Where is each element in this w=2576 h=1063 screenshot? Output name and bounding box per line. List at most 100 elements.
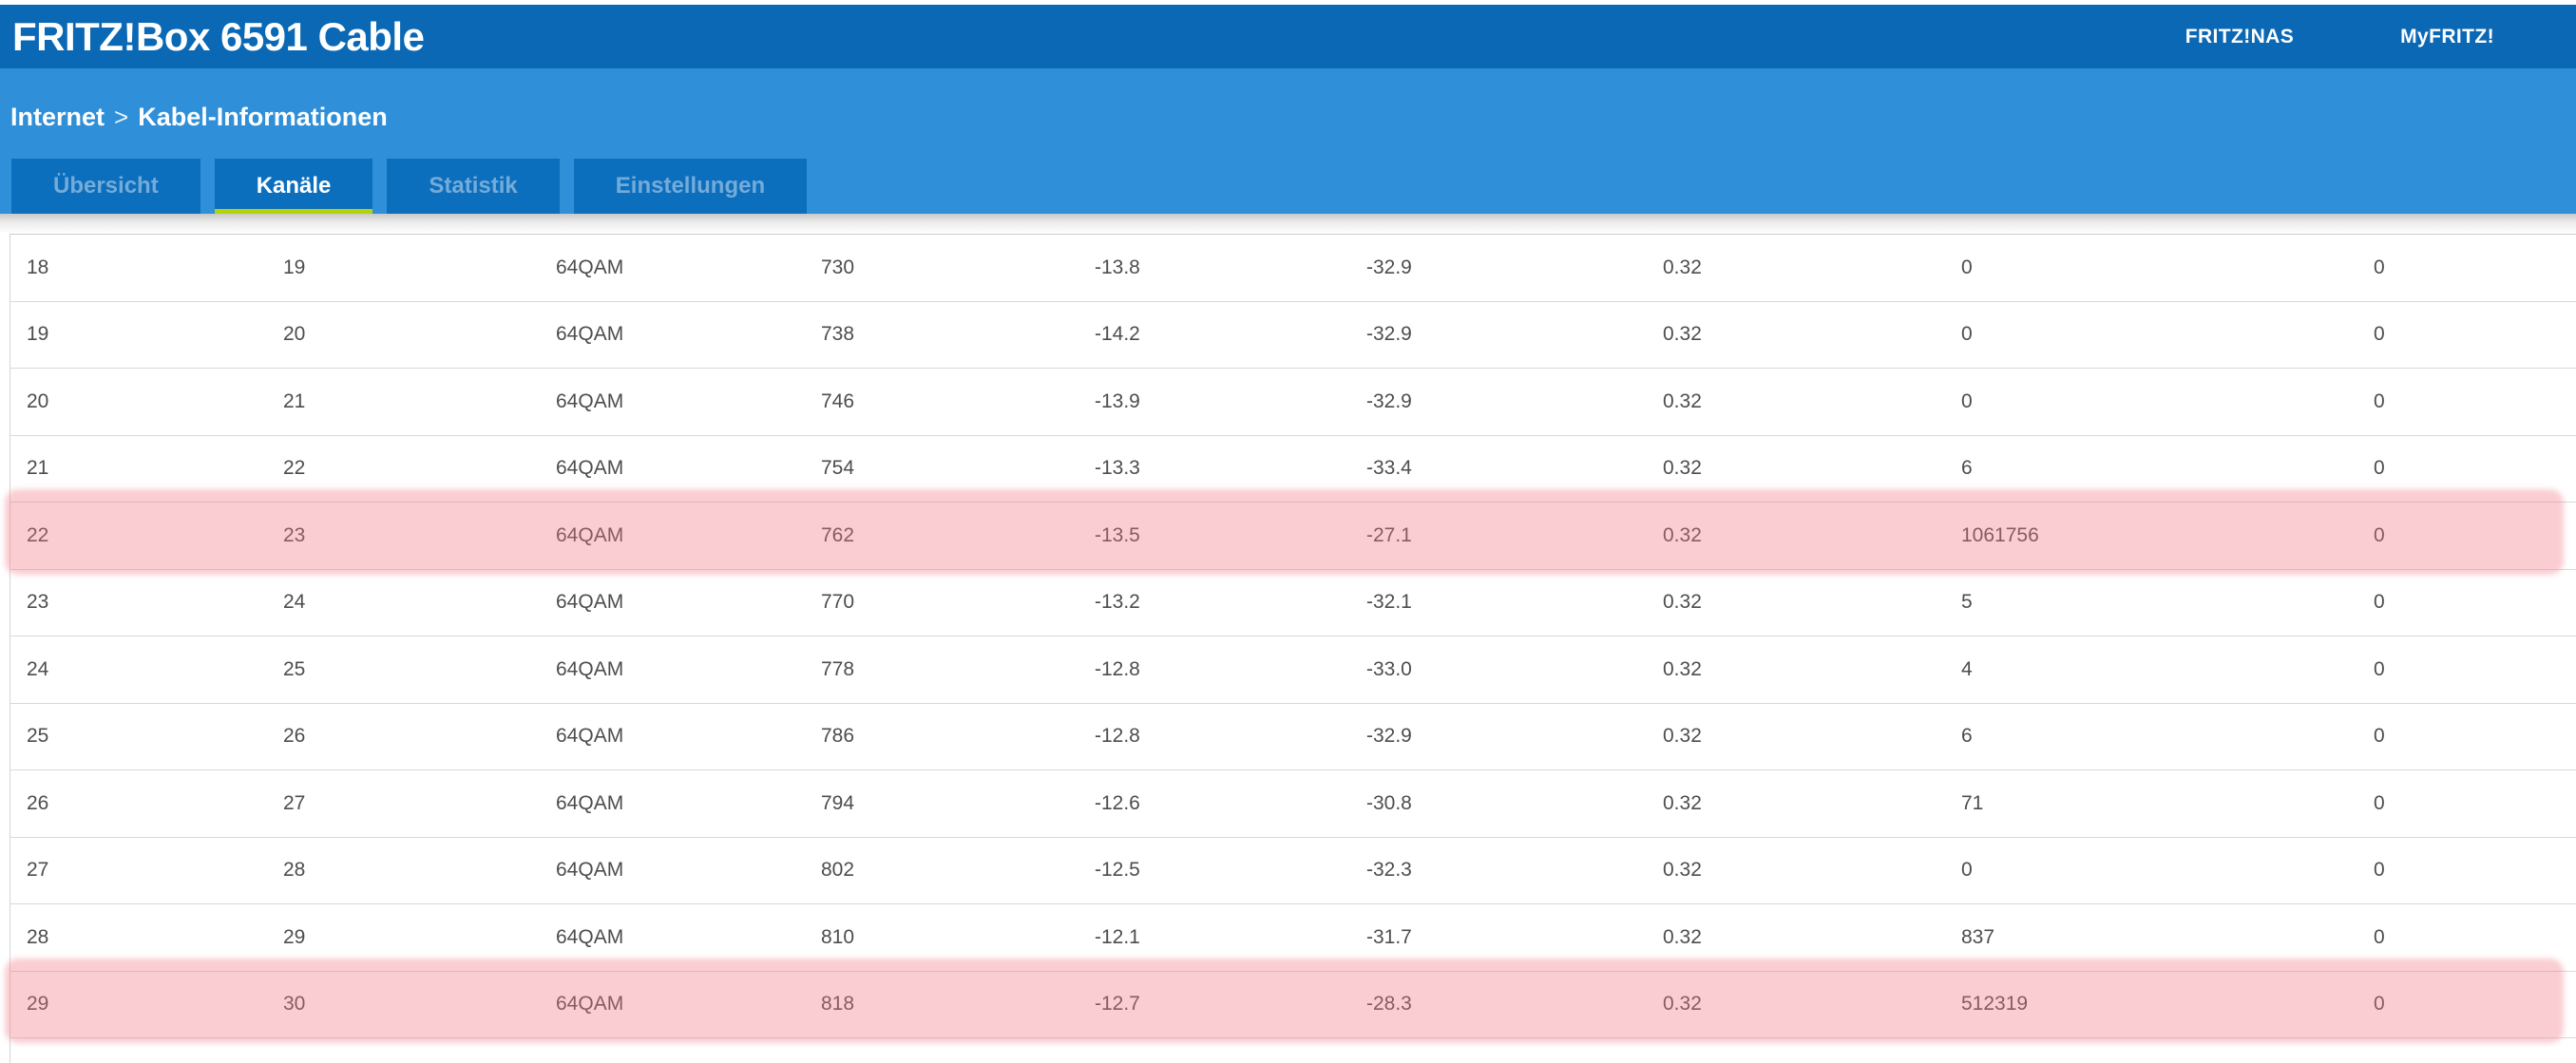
table-cell: -31.7 [1366, 925, 1412, 948]
table-cell: 762 [821, 523, 855, 546]
app-title: FRITZ!Box 6591 Cable [12, 13, 425, 59]
table-row: 24 25 64QAM 778 -12.8 -33.0 0.32 4 0 [10, 636, 2576, 704]
tab-label: Übersicht [53, 173, 159, 199]
table-cell: 30 [283, 993, 306, 1016]
table-cell: 512319 [1961, 993, 2029, 1016]
table-cell: 28 [283, 859, 306, 882]
table-cell: 0 [2374, 859, 2385, 882]
tab-statistik[interactable]: Statistik [387, 159, 560, 214]
tab-bar: Übersicht Kanäle Statistik Einstellungen [11, 159, 808, 214]
table-row: 20 21 64QAM 746 -13.9 -32.9 0.32 0 0 [10, 369, 2576, 436]
table-cell: 25 [27, 725, 49, 748]
table-cell: 4 [1961, 657, 1973, 680]
table-cell: 64QAM [556, 523, 624, 546]
table-cell: -32.1 [1366, 591, 1412, 614]
table-cell: -13.8 [1095, 256, 1140, 278]
table-cell: 64QAM [556, 457, 624, 480]
table-cell: 24 [283, 591, 306, 614]
table-row: 29 30 64QAM 818 -12.7 -28.3 0.32 512319 0 [10, 972, 2576, 1038]
table-cell: -32.9 [1366, 725, 1412, 748]
table-cell: 18 [27, 256, 49, 278]
table-cell: -12.8 [1095, 657, 1140, 680]
tab-uebersicht[interactable]: Übersicht [11, 159, 200, 214]
table-cell: 802 [821, 859, 855, 882]
table-cell: 28 [27, 925, 49, 948]
myfritz-link[interactable]: MyFRITZ! [2400, 25, 2494, 47]
table-cell: 0 [2374, 389, 2385, 412]
table-cell: 0 [1961, 859, 1973, 882]
table-row: 25 26 64QAM 786 -12.8 -32.9 0.32 6 0 [10, 704, 2576, 770]
tab-kanaele[interactable]: Kanäle [214, 159, 373, 214]
table-cell: 26 [283, 725, 306, 748]
table-row: 23 24 64QAM 770 -13.2 -32.1 0.32 5 0 [10, 570, 2576, 636]
table-cell: -13.3 [1095, 457, 1140, 480]
table-cell: -12.8 [1095, 725, 1140, 748]
table-cell: -13.5 [1095, 523, 1140, 546]
table-cell: 0 [2374, 457, 2385, 480]
table-cell: 1061756 [1961, 523, 2039, 546]
header-drop-shadow [0, 214, 2576, 233]
table-cell: 5 [1961, 591, 1973, 614]
table-cell: 22 [27, 523, 49, 546]
table-cell: 27 [283, 791, 306, 814]
table-cell: 0.32 [1663, 791, 1702, 814]
table-cell: 0.32 [1663, 523, 1702, 546]
breadcrumb: Internet > Kabel-Informationen [10, 103, 388, 132]
table-cell: 29 [27, 993, 49, 1016]
tab-label: Kanäle [256, 173, 332, 199]
table-cell: 738 [821, 323, 855, 346]
table-cell: 746 [821, 389, 855, 412]
table-cell: 0.32 [1663, 925, 1702, 948]
table-cell: -33.0 [1366, 657, 1412, 680]
table-cell: 19 [283, 256, 306, 278]
table-cell: -13.9 [1095, 389, 1140, 412]
table-cell: 0 [2374, 725, 2385, 748]
table-cell: -12.6 [1095, 791, 1140, 814]
table-cell: -27.1 [1366, 523, 1412, 546]
table-cell: 0.32 [1663, 457, 1702, 480]
table-cell: 0 [2374, 791, 2385, 814]
channels-table: 18 19 64QAM 730 -13.8 -32.9 0.32 0 0 19 20 64QAM 738… [10, 234, 2576, 1063]
table-row: 28 29 64QAM 810 -12.1 -31.7 0.32 837 0 [10, 904, 2576, 972]
table-cell: -33.4 [1366, 457, 1412, 480]
table-cell: 786 [821, 725, 855, 748]
chevron-right-icon: > [114, 103, 129, 131]
table-cell: 24 [27, 657, 49, 680]
table-cell: 21 [27, 457, 49, 480]
table-cell: 0 [1961, 323, 1973, 346]
table-cell: 730 [821, 256, 855, 278]
table-cell: 837 [1961, 925, 1995, 948]
table-cell: -32.9 [1366, 389, 1412, 412]
table-cell: 6 [1961, 457, 1973, 480]
table-cell: 20 [283, 323, 306, 346]
table-cell: 0.32 [1663, 591, 1702, 614]
fritznas-link[interactable]: FRITZ!NAS [2185, 25, 2295, 47]
table-row: 21 22 64QAM 754 -13.3 -33.4 0.32 6 0 [10, 436, 2576, 503]
table-cell: 21 [283, 389, 306, 412]
table-row: 18 19 64QAM 730 -13.8 -32.9 0.32 0 0 [10, 235, 2576, 302]
table-cell: 64QAM [556, 725, 624, 748]
table-cell: 0 [2374, 323, 2385, 346]
table-cell: 0.32 [1663, 323, 1702, 346]
tab-label: Statistik [429, 173, 518, 199]
table-cell: 0.32 [1663, 859, 1702, 882]
table-cell: -12.5 [1095, 859, 1140, 882]
table-cell: 64QAM [556, 389, 624, 412]
table-cell: 0 [2374, 591, 2385, 614]
table-cell: -32.9 [1366, 256, 1412, 278]
table-cell: -12.7 [1095, 993, 1140, 1016]
table-row: 19 20 64QAM 738 -14.2 -32.9 0.32 0 0 [10, 302, 2576, 369]
tab-einstellungen[interactable]: Einstellungen [573, 159, 808, 214]
table-cell: 22 [283, 457, 306, 480]
table-cell: 0 [2374, 993, 2385, 1016]
table-row: 22 23 64QAM 762 -13.5 -27.1 0.32 1061756 0 [10, 503, 2576, 570]
table-cell: 26 [27, 791, 49, 814]
header-nav: FRITZ!NAS MyFRITZ! [2185, 5, 2494, 68]
table-cell: 794 [821, 791, 855, 814]
table-row: 26 27 64QAM 794 -12.6 -30.8 0.32 71 0 [10, 770, 2576, 838]
table-cell: 64QAM [556, 256, 624, 278]
table-cell: -13.2 [1095, 591, 1140, 614]
table-cell: 0 [2374, 925, 2385, 948]
table-cell: 778 [821, 657, 855, 680]
